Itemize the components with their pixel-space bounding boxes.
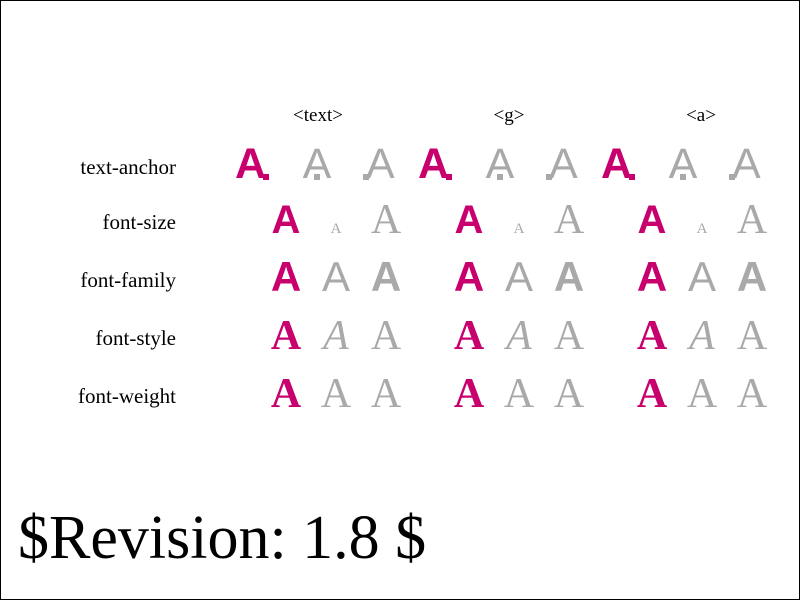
font-weight-glyph-reference: A xyxy=(271,371,302,417)
anchor-glyph: A xyxy=(235,140,266,188)
anchor-point-marker xyxy=(363,174,369,180)
anchor-glyph: A xyxy=(601,140,632,188)
anchor-glyph: A xyxy=(418,140,449,188)
font-weight-glyph-variant: A xyxy=(504,371,535,417)
row-label-text-anchor: text-anchor xyxy=(80,155,176,179)
font-family-glyph-variant: A xyxy=(688,253,716,300)
font-style-glyph-reference: A xyxy=(271,313,302,359)
font-style-glyph-variant: A xyxy=(320,313,349,359)
anchor-point-marker xyxy=(680,174,686,180)
anchor-point-marker xyxy=(446,174,452,180)
anchor-glyph: A xyxy=(732,140,761,188)
font-size-glyph-reference: A xyxy=(638,198,667,242)
anchor-point-marker xyxy=(729,174,735,180)
font-size-glyph-variant: A xyxy=(554,197,585,243)
column-header: <g> xyxy=(494,105,525,126)
font-family-glyph-reference: A xyxy=(454,253,484,300)
anchor-point-marker xyxy=(314,174,320,180)
font-style-glyph-variant: A xyxy=(686,313,715,359)
font-size-glyph-reference: A xyxy=(455,198,484,242)
font-weight-glyph-variant: A xyxy=(687,371,718,417)
font-weight-glyph-variant: A xyxy=(737,371,768,417)
font-family-glyph-variant: A xyxy=(322,253,350,300)
font-weight-glyph-reference: A xyxy=(637,371,668,417)
anchor-point-marker xyxy=(546,174,552,180)
anchor-glyph: A xyxy=(366,140,395,188)
font-style-glyph-variant: A xyxy=(371,313,402,359)
font-weight-glyph-variant: A xyxy=(554,371,585,417)
anchor-point-marker xyxy=(629,174,635,180)
row-label-font-size: font-size xyxy=(103,210,176,234)
font-size-glyph-variant: A xyxy=(331,221,342,237)
column-header: <text> xyxy=(293,105,343,126)
font-style-glyph-reference: A xyxy=(454,313,485,359)
font-weight-glyph-variant: A xyxy=(321,371,352,417)
font-style-glyph-variant: A xyxy=(554,313,585,359)
anchor-point-marker xyxy=(497,174,503,180)
font-weight-glyph-reference: A xyxy=(454,371,485,417)
font-family-glyph-reference: A xyxy=(271,253,301,300)
anchor-glyph: A xyxy=(303,140,332,188)
column-header: <a> xyxy=(686,105,716,126)
anchor-glyph: A xyxy=(549,140,578,188)
anchor-glyph: A xyxy=(669,140,698,188)
revision-label: $Revision: 1.8 $ xyxy=(18,504,427,572)
row-label-font-weight: font-weight xyxy=(78,384,176,408)
font-family-glyph-variant: A xyxy=(737,253,767,300)
font-family-glyph-reference: A xyxy=(637,253,667,300)
font-style-glyph-variant: A xyxy=(737,313,768,359)
font-family-glyph-variant: A xyxy=(505,253,533,300)
font-size-glyph-reference: A xyxy=(272,198,301,242)
font-size-glyph-variant: A xyxy=(697,221,708,237)
font-size-glyph-variant: A xyxy=(737,197,768,243)
row-label-font-style: font-style xyxy=(96,326,176,350)
font-style-glyph-reference: A xyxy=(637,313,668,359)
font-style-glyph-variant: A xyxy=(503,313,532,359)
font-size-glyph-variant: A xyxy=(371,197,402,243)
font-size-glyph-variant: A xyxy=(514,221,525,237)
anchor-glyph: A xyxy=(486,140,515,188)
font-family-glyph-variant: A xyxy=(371,253,401,300)
font-weight-glyph-variant: A xyxy=(371,371,402,417)
row-label-font-family: font-family xyxy=(80,268,176,292)
font-family-glyph-variant: A xyxy=(554,253,584,300)
anchor-point-marker xyxy=(263,174,269,180)
